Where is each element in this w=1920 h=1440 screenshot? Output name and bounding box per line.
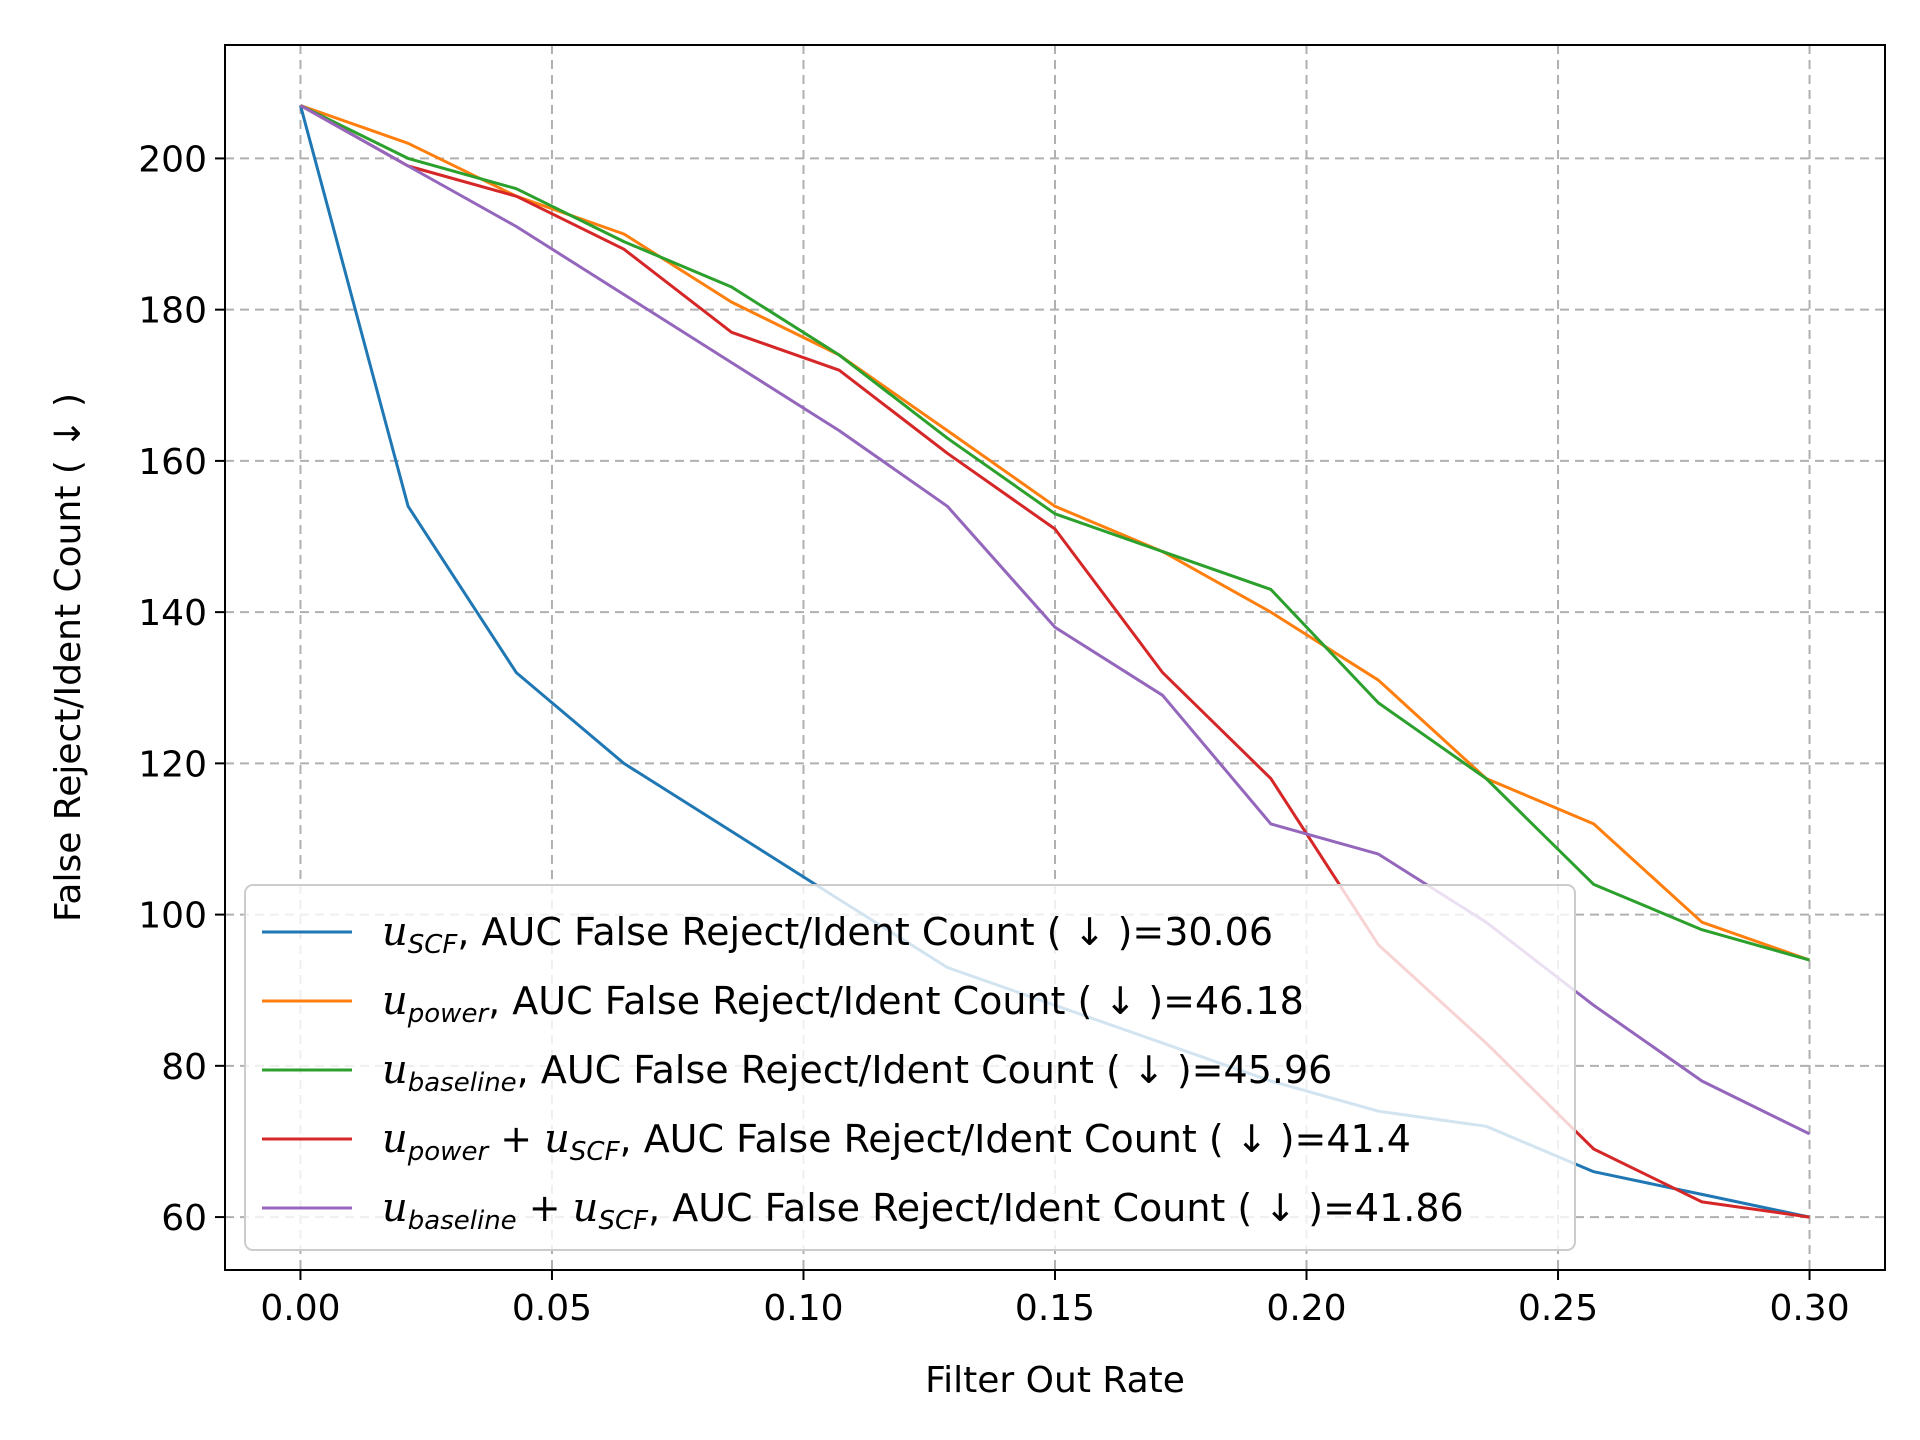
y-tick-label: 120: [138, 744, 207, 785]
legend-box: [244, 884, 1576, 1251]
x-tick-label: 0.20: [1266, 1288, 1346, 1329]
x-tick-label: 0.25: [1518, 1288, 1598, 1329]
x-tick-label: 0.00: [260, 1288, 340, 1329]
y-tick-label: 80: [161, 1047, 207, 1088]
y-tick-label: 140: [138, 593, 207, 634]
legend-entry-label: ubaseline + uSCF, AUC False Reject/Ident…: [382, 1185, 1464, 1236]
x-axis-label: Filter Out Rate: [925, 1360, 1185, 1401]
series-line: [300, 104, 1810, 962]
legend: uSCF, AUC False Reject/Ident Count ( ↓ )…: [244, 884, 1576, 1251]
series-line: [299, 104, 1810, 962]
legend-entry-label: ubaseline, AUC False Reject/Ident Count …: [382, 1047, 1332, 1098]
y-tick-label: 60: [161, 1198, 207, 1239]
x-tick-label: 0.15: [1015, 1288, 1095, 1329]
y-tick-label: 160: [138, 442, 207, 483]
y-tick-label: 200: [138, 139, 207, 180]
x-tick-label: 0.05: [512, 1288, 592, 1329]
legend-entry-label: uSCF, AUC False Reject/Ident Count ( ↓ )…: [382, 909, 1273, 960]
y-tick-label: 180: [138, 291, 207, 332]
legend-entry-label: upower + uSCF, AUC False Reject/Ident Co…: [382, 1116, 1411, 1167]
axis-ticks: 0.00 0.05 0.10 0.15 0.20 0.25 0.30 60 80 100 120 14…: [138, 139, 1849, 1329]
legend-entry-label: upower, AUC False Reject/Ident Count ( ↓…: [382, 978, 1304, 1029]
y-axis-label: False Reject/Ident Count ( ↓ ): [48, 393, 89, 922]
y-tick-label: 100: [138, 896, 207, 937]
x-tick-label: 0.10: [763, 1288, 843, 1329]
x-tick-label: 0.30: [1769, 1288, 1849, 1329]
